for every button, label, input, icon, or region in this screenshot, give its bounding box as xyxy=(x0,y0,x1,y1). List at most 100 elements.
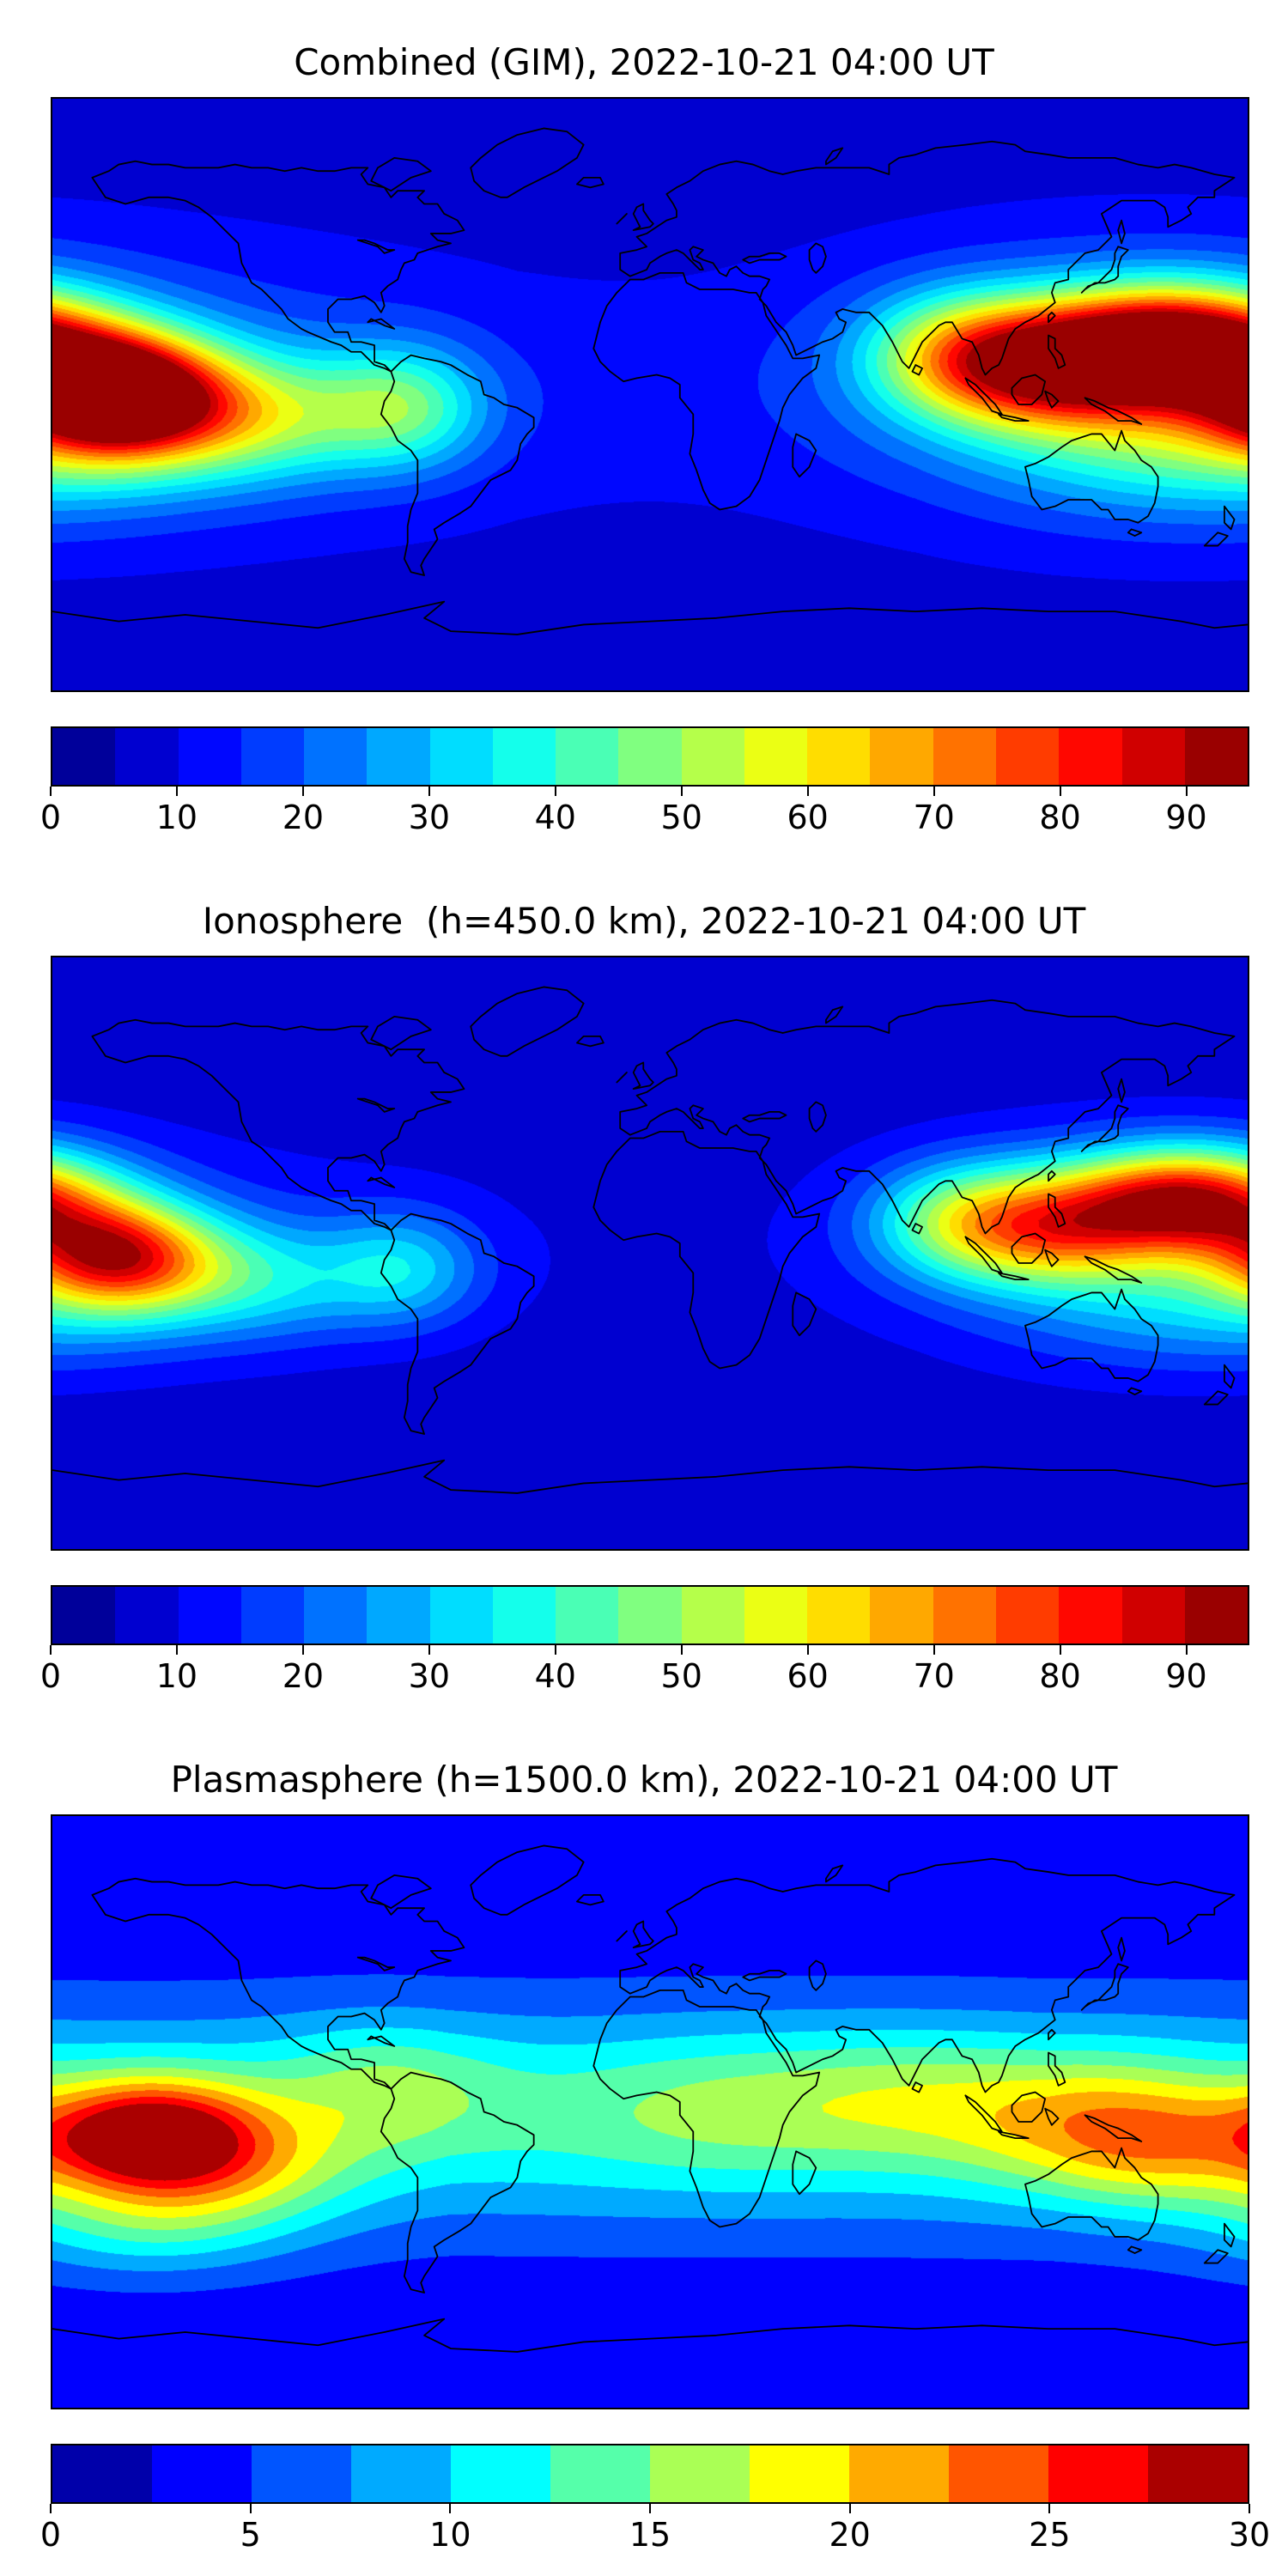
coastline-north-america xyxy=(92,161,464,372)
colorbar-segment xyxy=(750,2445,849,2502)
coastline-sulawesi xyxy=(1045,2109,1058,2125)
coastline-black-sea xyxy=(743,1971,786,1980)
coastline-madagascar xyxy=(793,434,816,477)
colorbar-segment xyxy=(949,2445,1048,2502)
colorbar-tick-mark xyxy=(1048,2504,1051,2513)
colorbar-tick-mark xyxy=(649,2504,651,2513)
colorbar-tick-label: 70 xyxy=(913,1657,955,1695)
colorbar-segment xyxy=(870,728,933,785)
colorbar-segment xyxy=(52,1587,116,1643)
coastline-eurasia xyxy=(620,142,1234,375)
coastline-baffin xyxy=(371,1017,431,1049)
coastline-cuba xyxy=(368,2036,394,2045)
colorbar-tick-mark xyxy=(428,787,430,796)
coastline-new-guinea xyxy=(1085,2115,1142,2142)
coastline-tasmania xyxy=(1128,529,1141,536)
coastline-north-america xyxy=(92,1879,464,2089)
colorbar-segment xyxy=(304,1587,368,1643)
coastline-svg-0 xyxy=(52,99,1248,690)
colorbar-segment xyxy=(681,728,744,785)
colorbar-segment xyxy=(933,728,996,785)
colorbar-tick-label: 80 xyxy=(1039,799,1081,836)
coastline-java xyxy=(999,414,1029,421)
colorbar-segment xyxy=(870,1587,933,1643)
colorbar-segment xyxy=(367,1587,430,1643)
colorbar-segment xyxy=(429,1587,493,1643)
coastline-ireland xyxy=(617,1072,627,1082)
coastline-iceland xyxy=(577,1895,604,1905)
map-canvas-0 xyxy=(52,99,1248,690)
colorbar-tick-label: 90 xyxy=(1165,799,1207,836)
colorbar-tick-mark xyxy=(50,1645,52,1655)
coastline-sulawesi xyxy=(1045,1250,1058,1267)
panel-plasmasphere: Plasmasphere (h=1500.0 km), 2022-10-21 0… xyxy=(0,1717,1288,2576)
coastline-new-guinea xyxy=(1085,398,1142,424)
coastline-caspian xyxy=(810,1960,826,1990)
colorbar-tick-mark xyxy=(249,2504,252,2513)
colorbar-tick-mark xyxy=(301,787,304,796)
coastline-new-guinea xyxy=(1085,1256,1142,1283)
colorbar-tick-mark xyxy=(449,2504,452,2513)
colorbar-segment xyxy=(351,2445,451,2502)
colorbar-tick-label: 10 xyxy=(429,2516,471,2554)
coastline-great-lakes xyxy=(358,1099,395,1112)
colorbar-tick-label: 40 xyxy=(534,1657,576,1695)
coastline-south-america xyxy=(381,355,534,575)
colorbar-segment xyxy=(995,1587,1060,1643)
coastline-new-zealand-south xyxy=(1205,2250,1228,2263)
colorbar-segment xyxy=(304,728,368,785)
coastline-ireland xyxy=(617,1931,627,1941)
colorbar-segment xyxy=(429,728,493,785)
coastline-borneo xyxy=(1012,2093,1045,2122)
coastline-borneo xyxy=(1012,375,1045,404)
panel-title-combined: Combined (GIM), 2022-10-21 04:00 UT xyxy=(294,41,994,83)
coastline-novaya-zemlya xyxy=(826,1865,842,1881)
colorbar-segment xyxy=(618,728,682,785)
coastline-greenland xyxy=(471,1845,583,1914)
colorbar-segment xyxy=(1121,1587,1185,1643)
coastline-black-sea xyxy=(743,1112,786,1121)
colorbar-segment xyxy=(995,728,1060,785)
coastline-iceland xyxy=(577,1036,604,1046)
coastline-japan xyxy=(1082,246,1128,293)
colorbar-segment xyxy=(849,2445,949,2502)
coastline-baffin xyxy=(371,158,431,191)
colorbar-2 xyxy=(51,2444,1249,2504)
coastline-sumatra xyxy=(965,2095,1002,2131)
colorbar-segment xyxy=(152,2445,252,2502)
colorbar-segment xyxy=(1148,2445,1248,2502)
coastline-new-zealand-north xyxy=(1224,507,1235,530)
map-plasmasphere xyxy=(51,1814,1249,2409)
coastline-cuba xyxy=(368,1177,394,1187)
coastline-australia xyxy=(1025,431,1158,523)
coastline-greenland xyxy=(471,987,583,1055)
coastline-great-lakes xyxy=(358,240,395,253)
coastline-philippines xyxy=(1048,336,1065,368)
colorbar-tick-mark xyxy=(848,2504,851,2513)
coastline-caspian xyxy=(810,1102,826,1131)
colorbar-segment xyxy=(367,728,430,785)
coastline-tasmania xyxy=(1128,2246,1141,2253)
coastline-taiwan xyxy=(1048,1171,1055,1181)
colorbar-segment xyxy=(744,1587,808,1643)
coastline-philippines xyxy=(1048,2053,1065,2086)
colorbar-tick-label: 25 xyxy=(1029,2516,1071,2554)
colorbar-tick-label: 20 xyxy=(282,799,325,836)
coastline-australia xyxy=(1025,1290,1158,1382)
coastline-eurasia xyxy=(620,1000,1234,1234)
colorbar-segment xyxy=(618,1587,682,1643)
colorbar-tick-label: 40 xyxy=(534,799,576,836)
coastline-japan xyxy=(1082,1105,1128,1151)
colorbar-tick-mark xyxy=(1059,787,1061,796)
colorbar-tick-label: 15 xyxy=(629,2516,671,2554)
colorbar-tick-label: 10 xyxy=(155,1657,198,1695)
colorbar-tick-label: 70 xyxy=(913,799,955,836)
coastline-new-zealand-north xyxy=(1224,2224,1235,2247)
colorbar-segment xyxy=(115,728,179,785)
colorbar-segment xyxy=(451,2445,550,2502)
colorbar-segment xyxy=(178,728,241,785)
map-canvas-1 xyxy=(52,957,1248,1549)
colorbar-ticks-0: 0 10 20 30 40 50 60 70 80 90 xyxy=(40,787,1249,847)
coastline-iceland xyxy=(577,178,604,187)
